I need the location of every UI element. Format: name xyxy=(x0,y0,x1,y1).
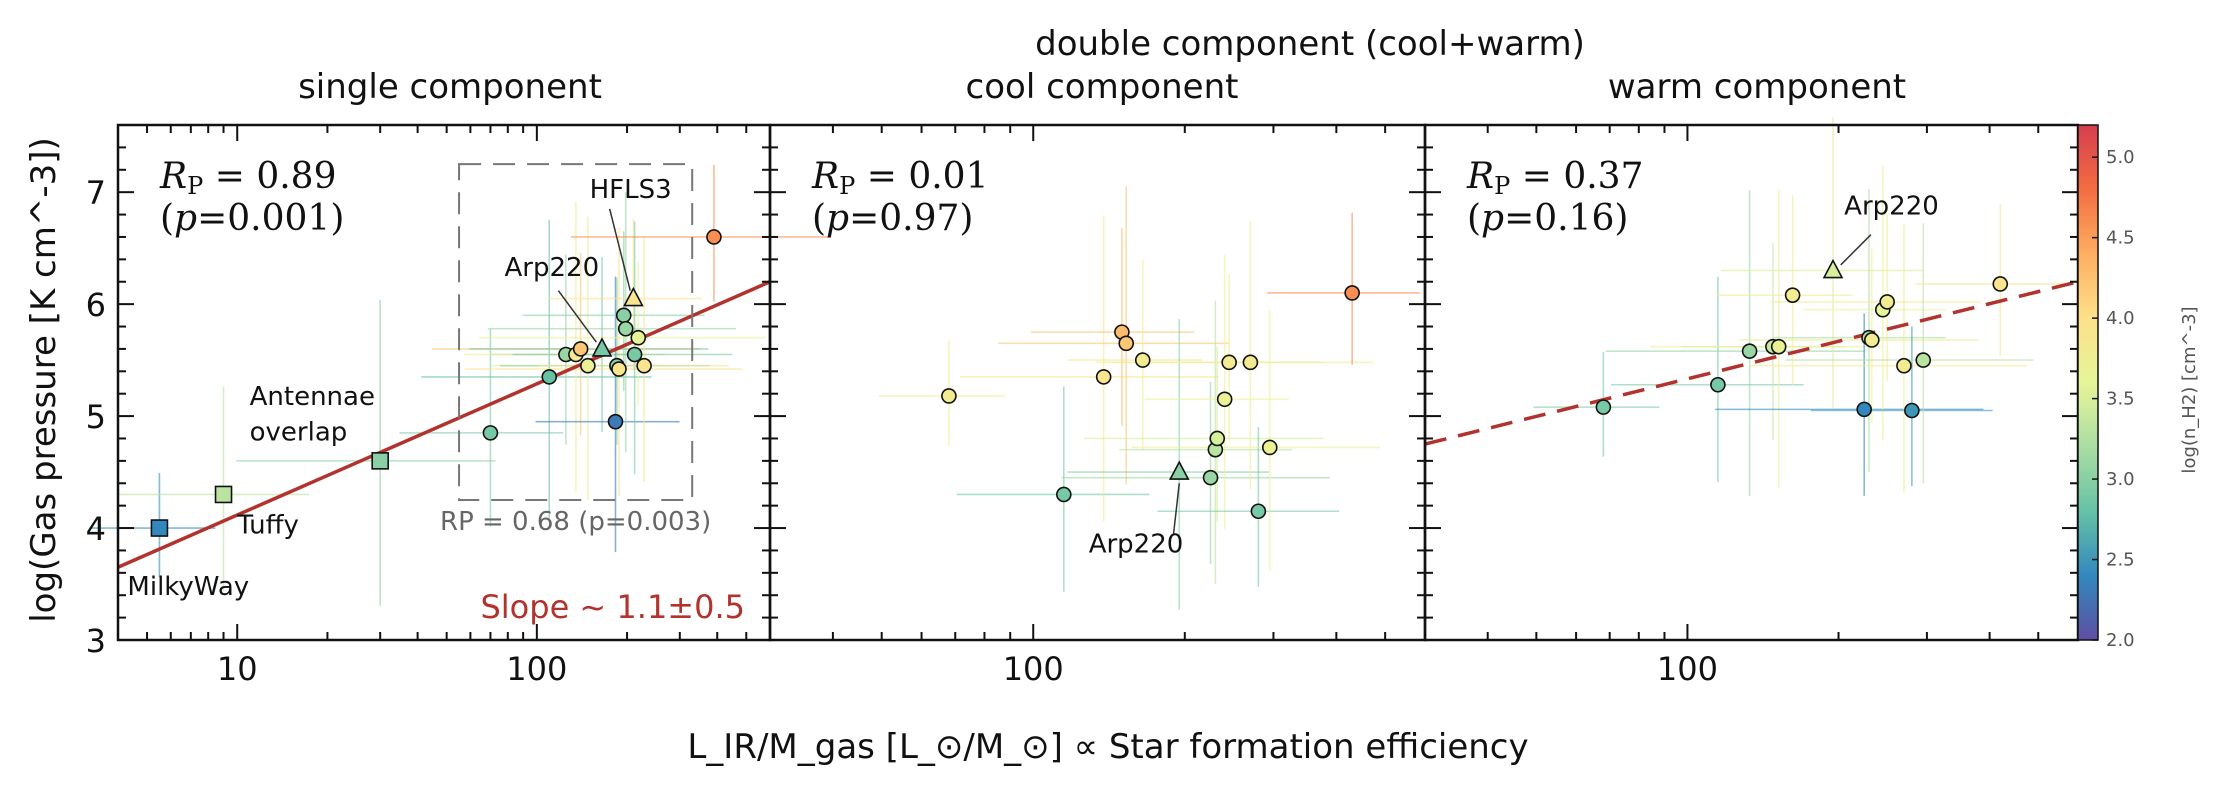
panel-1-p-value: (p=0.001) xyxy=(160,198,344,239)
panel-3-point-13 xyxy=(1904,402,1920,419)
colorbar xyxy=(2077,124,2099,641)
panel-1-point-12 xyxy=(611,361,627,377)
panel-2-p-value: (p=0.97) xyxy=(812,198,973,239)
panel-2-point-15 xyxy=(1344,285,1360,301)
arp220-leader xyxy=(1172,483,1181,534)
panel-2-point-2 xyxy=(1095,369,1112,385)
label-overlap: overlap xyxy=(250,418,348,448)
panel-3-point-6 xyxy=(1822,258,1844,279)
panel-3-point-7 xyxy=(1856,401,1873,418)
panel-1-xtick-label: 100 xyxy=(506,650,567,688)
panel-2-point-13 xyxy=(1250,503,1267,520)
colorbar-tick-label: 4.0 xyxy=(2106,308,2135,329)
panel-1-title: single component xyxy=(298,67,602,107)
panel-1-point-8 xyxy=(580,357,596,374)
label-hfls3: HFLS3 xyxy=(590,175,672,205)
panel-2-point-12 xyxy=(1242,354,1259,371)
panel-3-p-value: (p=0.16) xyxy=(1467,198,1628,239)
y-tick-label: 3 xyxy=(86,622,106,660)
panel-1-point-15 xyxy=(623,286,644,307)
panel-3-title: warm component xyxy=(1608,67,1906,107)
panel-3-point-5 xyxy=(1784,287,1801,303)
arp220-leader xyxy=(1840,234,1872,266)
panel-2-point-11 xyxy=(1221,354,1237,371)
x-axis-label: L_IR/M_gas [L_⊙/M_⊙] ∝ Star formation ef… xyxy=(687,727,1528,767)
panel-3-point-0 xyxy=(1595,399,1612,415)
axes-layer: 10 100 3 4 5 6 7 RP = 0.89(p=0.001) RP = 0.68 (p… xyxy=(86,123,2135,688)
panel-2-title: cool component xyxy=(966,67,1239,107)
panel-3-fit-line xyxy=(1424,280,2079,446)
panel-3-xtick-label: 100 xyxy=(1657,650,1718,688)
panel-2-xtick-label: 100 xyxy=(1003,650,1064,688)
panel-3-point-14 xyxy=(1915,352,1932,368)
y-axis-label: log(Gas pressure [K cm^-3]) xyxy=(24,137,64,623)
arp220-leader xyxy=(557,290,597,343)
panel-1-point-7 xyxy=(572,341,589,357)
panel-2-point-6 xyxy=(1168,460,1190,480)
hfls3-leader xyxy=(608,208,631,291)
panel-1-point-19 xyxy=(706,229,722,245)
panel-3-point-11 xyxy=(1879,294,1895,310)
panel-1-point-16 xyxy=(626,346,643,363)
label-arp220: Arp220 xyxy=(1089,530,1184,560)
panel-3-point-15 xyxy=(1992,276,2009,292)
panel-2-point-1 xyxy=(1056,486,1072,503)
panel-2-point-7 xyxy=(1202,469,1219,486)
super-title: double component (cool+warm) xyxy=(1035,24,1585,64)
panel-1-point-13 xyxy=(615,307,632,324)
panel-1-point-4 xyxy=(541,369,558,385)
panel-2-point-0 xyxy=(941,388,957,404)
label-arp220: Arp220 xyxy=(505,253,600,283)
error-bars-layer xyxy=(89,117,2069,610)
label-milkyway: MilkyWay xyxy=(127,572,249,602)
panel-2-point-5 xyxy=(1134,352,1151,368)
panel-1-fit-line xyxy=(117,280,771,569)
panel-3-rp-value: RP = 0.37 xyxy=(1466,156,1643,200)
panel-1-point-0 xyxy=(150,519,169,537)
panel-2-point-4 xyxy=(1118,335,1135,352)
label-arp220: Arp220 xyxy=(1844,192,1939,222)
panel-2-rp-value: RP = 0.01 xyxy=(811,156,988,200)
panel-1-point-1 xyxy=(214,485,233,504)
panel-3-point-1 xyxy=(1710,376,1726,393)
y-tick-label: 5 xyxy=(86,398,106,436)
panel-2-point-14 xyxy=(1261,439,1278,456)
fit-lines-layer xyxy=(117,280,2079,569)
y-tick-label: 4 xyxy=(86,510,106,548)
panel-3-point-9 xyxy=(1864,332,1880,348)
y-tick-label: 7 xyxy=(86,174,106,212)
colorbar-tick-label: 3.5 xyxy=(2106,389,2135,410)
panel-1-point-3 xyxy=(482,425,499,441)
panel-1-point-10 xyxy=(607,413,624,430)
panel-2-point-9 xyxy=(1209,430,1226,447)
colorbar-tick-label: 4.5 xyxy=(2106,228,2135,249)
label-antennae: Antennae xyxy=(250,382,375,412)
panel-1-xtick-label: 10 xyxy=(217,650,258,688)
panel-1-point-17 xyxy=(630,329,647,346)
panel-3-point-12 xyxy=(1896,357,1912,374)
colorbar-label: log(n_H2) [cm^-3] xyxy=(2179,306,2200,473)
panel-1-point-18 xyxy=(636,357,652,374)
panel-2-point-10 xyxy=(1216,391,1233,408)
panel-1-rp-value: RP = 0.89 xyxy=(159,156,336,200)
slope-text: Slope ~ 1.1±0.5 xyxy=(480,588,745,626)
colorbar-tick-label: 2.5 xyxy=(2106,550,2135,571)
panel-3-point-4 xyxy=(1770,338,1787,355)
colorbar-tick-label: 3.0 xyxy=(2106,469,2135,490)
colorbar-tick-label: 2.0 xyxy=(2106,630,2135,651)
panel-1-point-2 xyxy=(371,452,389,470)
panel-1-point-14 xyxy=(617,320,634,337)
label-tuffy: Tuffy xyxy=(236,511,299,541)
subset-box xyxy=(458,163,694,502)
panel-3-point-2 xyxy=(1741,343,1758,359)
colorbar-tick-label: 5.0 xyxy=(2106,147,2135,168)
panel-1-point-9 xyxy=(591,337,613,357)
y-tick-label: 6 xyxy=(86,286,106,324)
subset-stat: RP = 0.68 (p=0.003) xyxy=(440,507,711,537)
markers-layer xyxy=(150,229,2009,537)
